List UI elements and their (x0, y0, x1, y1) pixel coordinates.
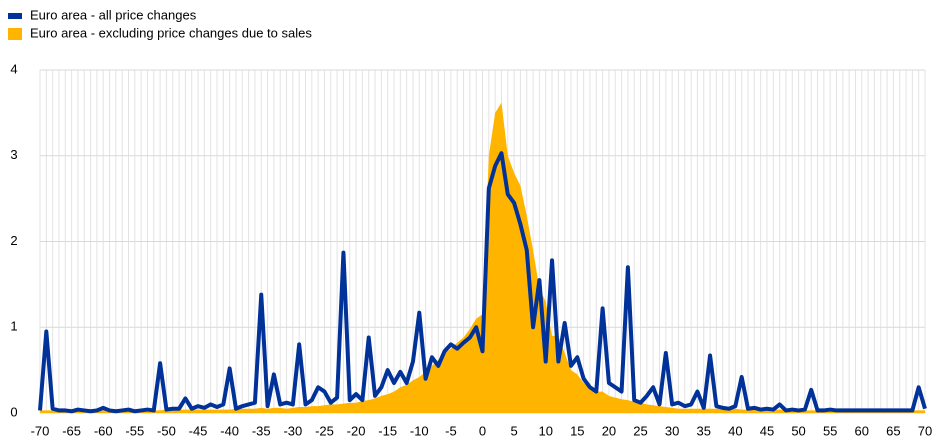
x-tick-label: 0 (479, 423, 486, 438)
legend-label: Euro area - all price changes (30, 7, 197, 22)
x-tick-label: -30 (283, 423, 302, 438)
x-tick-label: -55 (125, 423, 144, 438)
x-tick-label: 30 (665, 423, 679, 438)
line (38, 151, 927, 414)
x-tick-label: 55 (823, 423, 837, 438)
legend-label: Euro area - excluding price changes due … (30, 25, 312, 40)
x-tick-label: 60 (855, 423, 869, 438)
x-tick-label: -25 (315, 423, 334, 438)
x-tick-label: -20 (347, 423, 366, 438)
x-tick-label: -70 (31, 423, 50, 438)
x-tick-label: -40 (220, 423, 239, 438)
y-tick-label: 4 (10, 61, 17, 76)
y-tick-label: 3 (10, 147, 17, 162)
x-tick-label: 5 (510, 423, 517, 438)
x-tick-label: -50 (157, 423, 176, 438)
x-tick-label: 65 (886, 423, 900, 438)
x-tick-label: -5 (445, 423, 457, 438)
x-tick-label: -10 (410, 423, 429, 438)
legend-swatch (8, 13, 22, 19)
x-tick-label: -60 (94, 423, 113, 438)
y-tick-label: 2 (10, 233, 17, 248)
x-tick-label: -15 (378, 423, 397, 438)
x-tick-label: -35 (252, 423, 271, 438)
x-tick-label: 70 (918, 423, 932, 438)
x-tick-label: 25 (633, 423, 647, 438)
x-tick-label: 10 (538, 423, 552, 438)
legend-swatch (8, 28, 22, 40)
x-tick-label: -65 (62, 423, 81, 438)
y-tick-label: 1 (10, 319, 17, 334)
x-tick-label: 45 (760, 423, 774, 438)
x-tick-label: 15 (570, 423, 584, 438)
x-tick-label: 20 (602, 423, 616, 438)
x-tick-label: 35 (697, 423, 711, 438)
x-tick-label: -45 (189, 423, 208, 438)
x-tick-label: 50 (791, 423, 805, 438)
y-tick-label: 0 (10, 404, 17, 419)
x-tick-label: 40 (728, 423, 742, 438)
